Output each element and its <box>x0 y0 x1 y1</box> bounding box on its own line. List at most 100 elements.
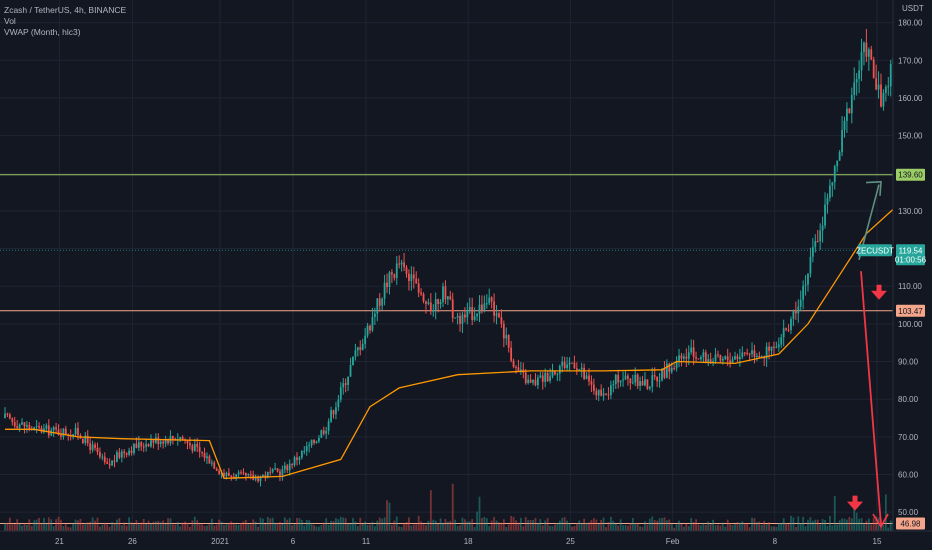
volume-bar <box>81 524 84 531</box>
volume-bar <box>327 524 330 531</box>
candle-body <box>617 374 620 383</box>
volume-bar <box>605 527 607 531</box>
candle-body <box>743 352 746 354</box>
volume-bar <box>829 515 831 531</box>
candle-body <box>60 434 62 437</box>
candle-body <box>16 426 19 428</box>
candle-body <box>483 303 486 311</box>
volume-bar <box>437 523 440 531</box>
volume-indicator-label[interactable]: Vol <box>4 16 16 26</box>
horizontal-levels[interactable] <box>0 174 893 525</box>
candle-body <box>417 283 420 293</box>
candle-body <box>315 441 318 444</box>
volume-bar <box>743 523 746 531</box>
volume-bar <box>532 519 534 531</box>
volume-bar <box>339 516 342 531</box>
volume-bar <box>60 519 62 531</box>
volume-bar <box>33 520 36 531</box>
volume-bar <box>658 518 661 531</box>
volume-bar <box>595 519 598 531</box>
volume-bar <box>887 527 890 531</box>
candle-body <box>860 52 863 71</box>
candle-body <box>322 430 325 434</box>
candle-body <box>123 451 126 454</box>
volume-bar <box>18 523 21 531</box>
volume-bar <box>836 524 839 531</box>
volume-bar <box>176 522 179 531</box>
volume-bar <box>466 521 469 531</box>
candle-body <box>283 465 286 470</box>
candle-body <box>23 422 26 427</box>
candle-body <box>461 314 464 324</box>
candle-body <box>125 453 128 455</box>
volume-bar <box>354 521 357 531</box>
candle-body <box>74 427 77 435</box>
volume-bar <box>356 526 359 531</box>
candle-body <box>468 307 471 310</box>
volume-bar <box>464 519 466 531</box>
candle-body <box>189 443 191 446</box>
vwap-line <box>5 189 932 479</box>
candle-body <box>889 64 892 87</box>
candle-body <box>356 347 359 351</box>
candle-body <box>118 452 121 458</box>
volume-bar <box>376 520 379 531</box>
volume-bar <box>867 518 870 531</box>
volume-bar <box>337 519 340 531</box>
price-tick-label: 90.00 <box>898 358 919 367</box>
volume-bar <box>724 526 727 531</box>
volume-bar <box>498 522 500 531</box>
price-axis[interactable]: USDT 50.00 60.00 70.00 80.00 90.00 100.00 110.0… <box>892 0 932 550</box>
time-axis[interactable]: 212620216111825Feb81522Mar <box>0 530 932 546</box>
candle-body <box>398 263 401 265</box>
volume-bar <box>111 522 113 531</box>
candle-body <box>371 316 374 331</box>
volume-bar <box>257 526 259 531</box>
candle-body <box>792 311 795 319</box>
volume-bar <box>410 525 413 531</box>
candle-body <box>230 475 233 477</box>
volume-bar <box>704 524 707 531</box>
price-axis-area <box>893 0 932 550</box>
candle-body <box>81 438 84 444</box>
volume-bar <box>189 526 191 531</box>
candle-body <box>427 302 430 304</box>
time-tick-label: 25 <box>566 537 575 546</box>
volume-bar <box>154 521 157 531</box>
volume-bar <box>371 521 374 531</box>
volume-bar <box>322 522 325 531</box>
candle-body <box>193 444 196 451</box>
volume-bar <box>325 518 328 531</box>
candle-body <box>505 335 508 339</box>
candle-body <box>580 367 583 370</box>
candle-body <box>186 440 189 444</box>
volume-bar <box>13 523 16 531</box>
candle-body <box>364 335 367 344</box>
candle-body <box>833 166 836 183</box>
volume-bar <box>269 518 272 531</box>
volume-bar <box>296 517 298 531</box>
volume-bar <box>417 515 420 531</box>
candle-body <box>610 385 612 396</box>
candle-body <box>544 372 547 382</box>
candle-body <box>269 471 272 473</box>
candle-body <box>843 120 846 130</box>
level-target-label: 46.98 <box>900 520 921 529</box>
volume-bar <box>28 519 31 531</box>
candle-body <box>415 278 418 284</box>
volume-bar <box>846 519 848 531</box>
volume-bar <box>446 521 449 531</box>
vwap-indicator-label[interactable]: VWAP (Month, hlc3) <box>4 27 81 37</box>
candle-body <box>770 346 773 351</box>
volume-bar <box>271 517 274 531</box>
symbol-title[interactable]: Zcash / TetherUS, 4h, BINANCE <box>4 5 127 15</box>
volume-bar <box>145 523 148 531</box>
candle-body <box>600 389 603 396</box>
candle-body <box>259 476 262 482</box>
candle-body <box>838 152 841 161</box>
candle-body <box>8 414 11 419</box>
candle-body <box>473 316 476 320</box>
volume-bar <box>656 520 659 531</box>
volume-bar <box>758 521 761 531</box>
